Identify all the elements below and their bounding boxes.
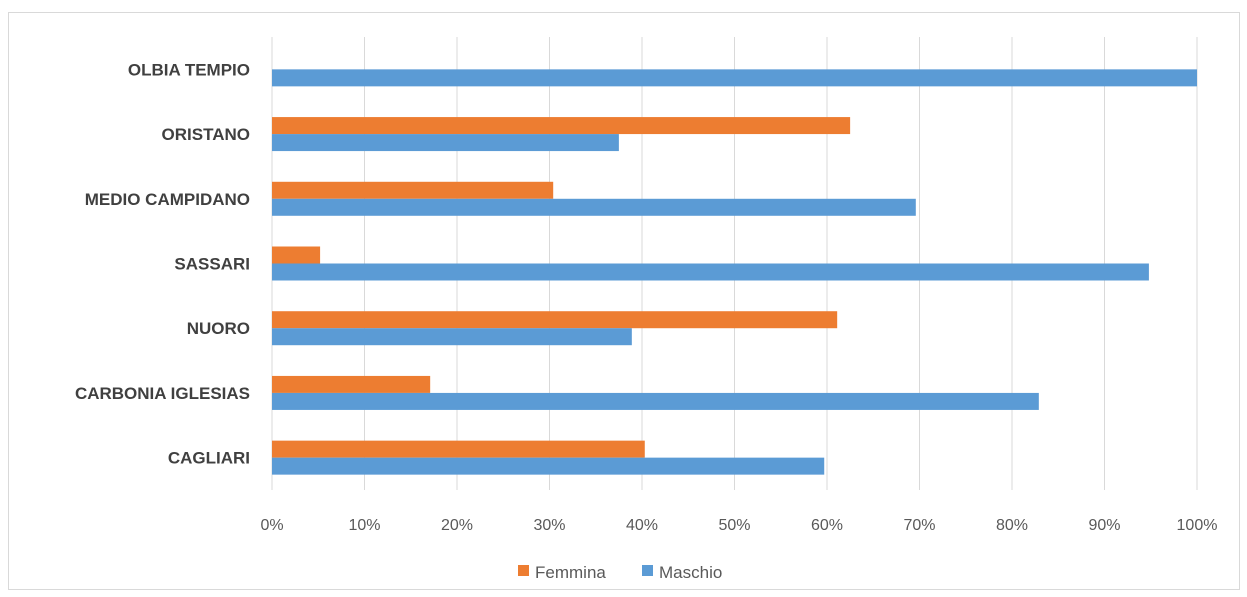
bar-femmina-sassari [272,246,321,264]
x-axis-tick-labels: 0% 10% 20% 30% 40% 50% 60% 70% 80% 90% 100% [260,517,1217,534]
x-tick-label: 30% [533,517,565,534]
x-tick-label: 40% [626,517,658,534]
bar-femmina-nuoro [272,311,838,329]
category-label: MEDIO CAMPIDANO [85,190,250,209]
category-label: CAGLIARI [168,449,250,468]
category-label: ORISTANO [162,125,250,144]
bar-maschio-oristano [272,134,619,152]
bar-femmina-oristano [272,117,851,135]
x-tick-label: 20% [441,517,473,534]
bar-maschio-olbia-tempio [272,69,1197,87]
category-label: CARBONIA IGLESIAS [75,384,250,403]
bars [272,69,1197,475]
category-label: NUORO [187,319,250,338]
bar-maschio-medio-campidano [272,198,916,216]
x-tick-label: 70% [903,517,935,534]
x-tick-label: 50% [718,517,750,534]
bar-maschio-cagliari [272,457,825,475]
x-tick-label: 60% [811,517,843,534]
category-label: OLBIA TEMPIO [128,60,250,79]
bar-femmina-carbonia-iglesias [272,375,431,393]
bar-maschio-carbonia-iglesias [272,392,1039,410]
bar-maschio-sassari [272,263,1149,281]
bar-maschio-nuoro [272,328,632,346]
x-tick-label: 100% [1177,517,1218,534]
category-labels: OLBIA TEMPIO ORISTANO MEDIO CAMPIDANO SASSA… [75,60,250,467]
category-label: SASSARI [174,255,250,274]
legend-label-femmina: Femmina [535,563,606,582]
x-tick-label: 90% [1088,517,1120,534]
bar-femmina-medio-campidano [272,181,554,199]
legend-swatch-femmina [518,565,529,576]
x-tick-label: 10% [348,517,380,534]
legend-label-maschio: Maschio [659,563,722,582]
x-tick-label: 0% [260,517,283,534]
bar-femmina-cagliari [272,440,645,458]
x-tick-label: 80% [996,517,1028,534]
chart-frame [8,12,1240,590]
legend: Femmina Maschio [518,563,722,582]
legend-swatch-maschio [642,565,653,576]
